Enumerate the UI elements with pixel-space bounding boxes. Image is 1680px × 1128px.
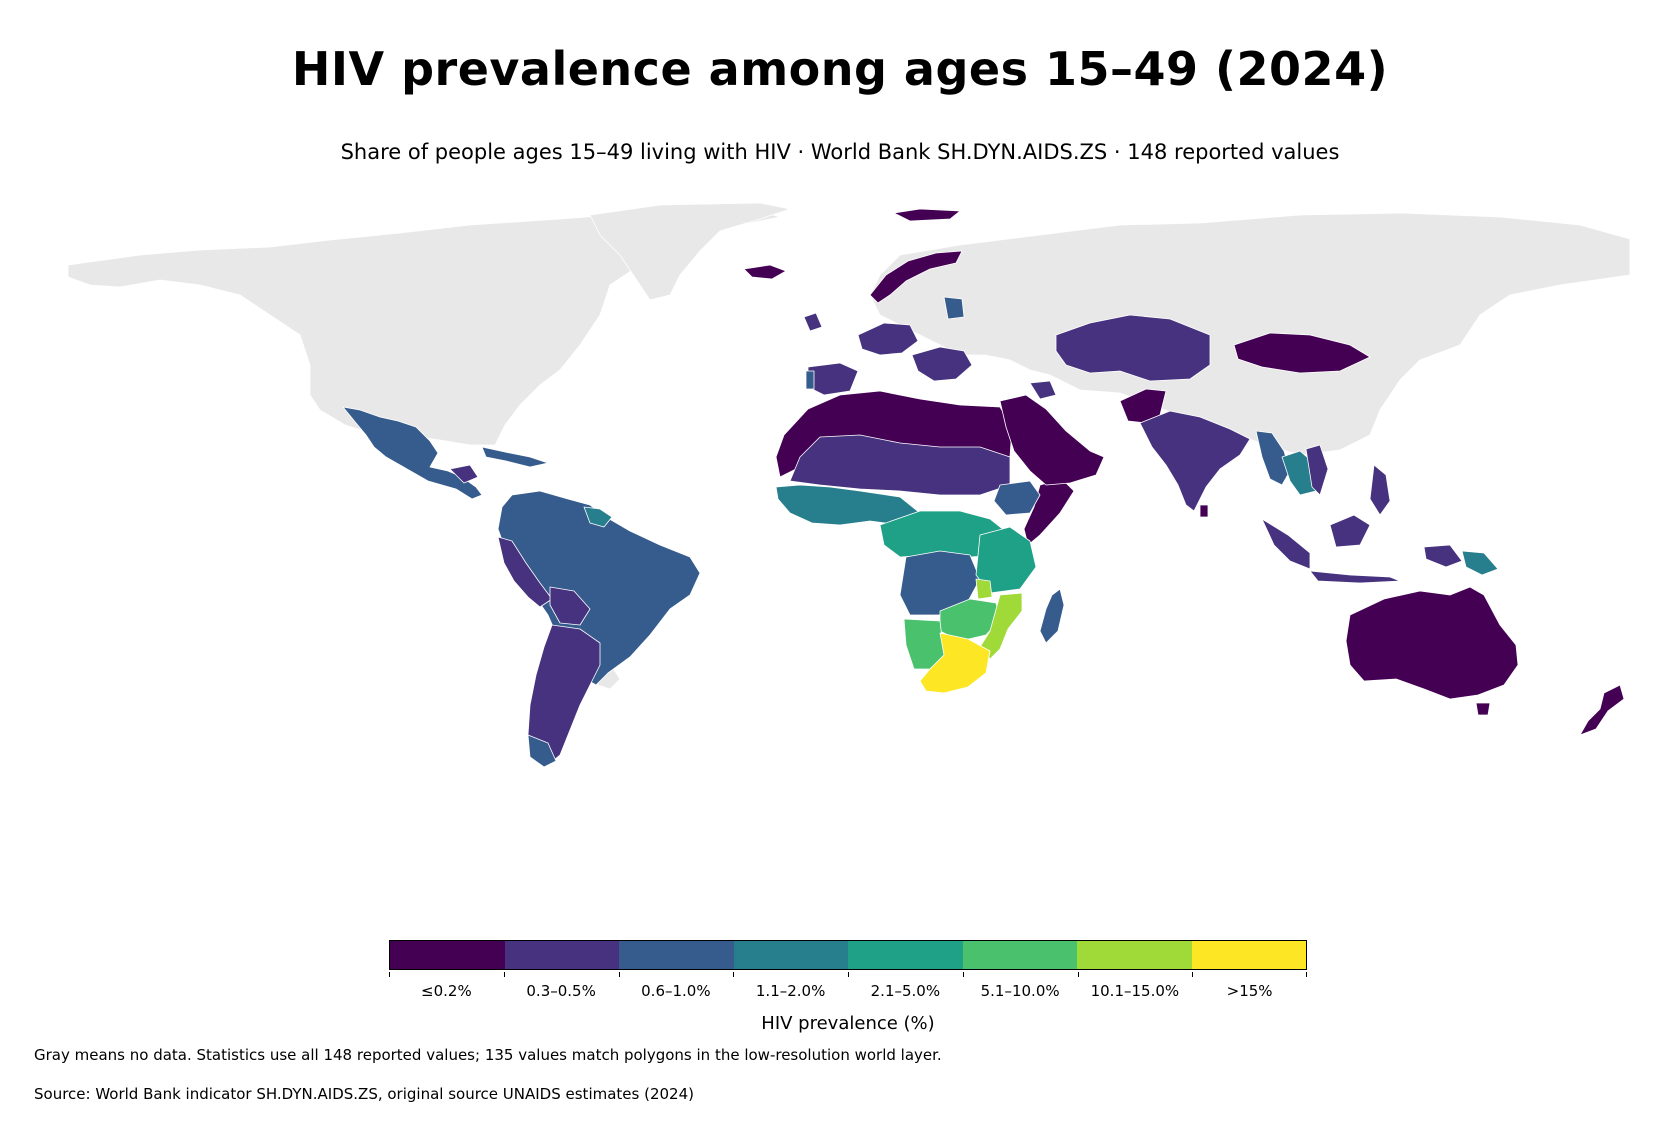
- region-madagascar: [1039, 588, 1065, 644]
- region-ethiopia: [993, 480, 1041, 516]
- region-patagonia: [527, 734, 557, 768]
- legend-label: 2.1–5.0%: [870, 982, 941, 1000]
- region-australia: [1345, 586, 1519, 700]
- region-svalbard: [893, 208, 961, 222]
- legend-title: HIV prevalence (%): [761, 1013, 935, 1034]
- source-note: Source: World Bank indicator SH.DYN.AIDS…: [34, 1085, 694, 1103]
- region-norway-sweden: [869, 250, 963, 304]
- region-tasmania: [1475, 702, 1491, 716]
- legend-swatch: [390, 941, 505, 969]
- legend-tick: [619, 972, 620, 977]
- region-uk: [803, 312, 823, 332]
- region-new-zealand: [1579, 684, 1625, 736]
- region-east-africa: [975, 526, 1037, 594]
- legend-swatch: [1191, 941, 1306, 969]
- region-iberia: [807, 362, 859, 396]
- region-guianas: [583, 506, 613, 528]
- region-philippines: [1369, 464, 1391, 516]
- legend-swatch: [1077, 941, 1192, 969]
- legend-tick: [848, 972, 849, 977]
- no-data-note: Gray means no data. Statistics use all 1…: [34, 1046, 942, 1064]
- region-sahel: [789, 434, 1011, 496]
- legend-tick: [1078, 972, 1079, 977]
- legend: [389, 940, 1307, 972]
- region-greenland-nodata: [589, 202, 791, 301]
- legend-label: ≤0.2%: [421, 982, 472, 1000]
- region-southern-africa: [919, 632, 991, 694]
- legend-label: 5.1–10.0%: [980, 982, 1060, 1000]
- legend-label: 0.6–1.0%: [641, 982, 711, 1000]
- region-borneo: [1329, 514, 1371, 548]
- legend-tick: [733, 972, 734, 977]
- legend-label: 1.1–2.0%: [755, 982, 826, 1000]
- region-peru: [497, 536, 553, 608]
- legend-ticks: [389, 972, 1307, 978]
- legend-tick: [1192, 972, 1193, 977]
- map-title: HIV prevalence among ages 15–49 (2024): [291, 42, 1389, 96]
- legend-tick: [963, 972, 964, 977]
- legend-swatch: [504, 941, 619, 969]
- region-myanmar-thailand: [1255, 430, 1291, 486]
- region-western-europe: [857, 322, 919, 356]
- region-malay-peninsula: [1261, 518, 1311, 570]
- region-central-asia: [1055, 314, 1211, 382]
- region-argentina-chile: [527, 624, 601, 766]
- region-bolivia: [549, 586, 591, 626]
- region-mongolia: [1233, 332, 1371, 374]
- region-papua: [1423, 544, 1463, 568]
- legend-labels: ≤0.2% 0.3–0.5% 0.6–1.0% 1.1–2.0% 2.1–5.0% 5.1…: [389, 982, 1307, 1002]
- region-baltics: [943, 296, 965, 320]
- legend-swatch: [848, 941, 963, 969]
- region-levant: [1029, 380, 1057, 400]
- region-north-america-nodata: [67, 210, 781, 446]
- region-vietnam: [1305, 444, 1329, 496]
- legend-swatch: [962, 941, 1077, 969]
- legend-tick: [389, 972, 390, 977]
- legend-label: 10.1–15.0%: [1090, 982, 1180, 1000]
- legend-colorbar: [389, 940, 1307, 970]
- map-subtitle: Share of people ages 15–49 living with H…: [340, 140, 1340, 164]
- region-portugal: [805, 370, 815, 390]
- legend-tick: [1306, 972, 1307, 977]
- region-balkans: [911, 346, 973, 382]
- region-guatemala: [449, 464, 479, 484]
- region-iceland: [743, 264, 787, 280]
- region-indonesia-east: [1309, 570, 1401, 584]
- region-arabian-peninsula: [999, 394, 1105, 486]
- region-mozambique: [979, 592, 1023, 660]
- legend-tick: [504, 972, 505, 977]
- region-sri-lanka: [1199, 504, 1209, 518]
- legend-swatch: [733, 941, 848, 969]
- region-malawi: [975, 578, 993, 600]
- legend-label: >15%: [1226, 982, 1273, 1000]
- world-map: [67, 202, 1631, 768]
- legend-swatch: [619, 941, 734, 969]
- region-png: [1461, 550, 1499, 576]
- region-mexico-central-america: [342, 406, 483, 500]
- region-india: [1139, 410, 1251, 512]
- legend-label: 0.3–0.5%: [526, 982, 596, 1000]
- region-caribbean: [481, 446, 549, 468]
